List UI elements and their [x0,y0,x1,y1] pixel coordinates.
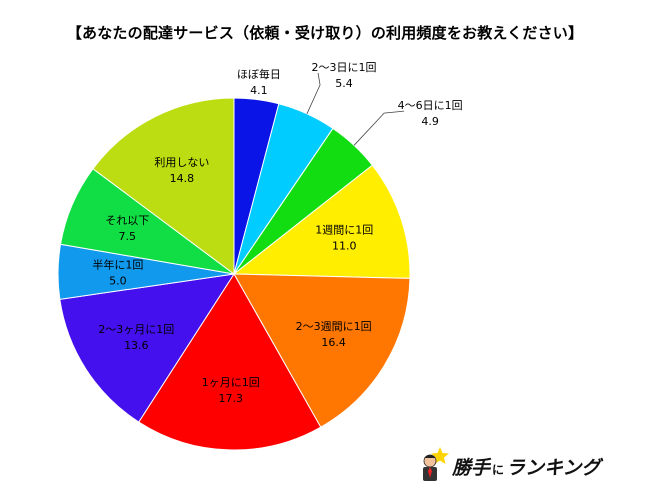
logo: 勝手 に ランキング [423,447,603,481]
slice-category-label: 1週間に1回 [315,223,373,236]
slice-category-label: 2～3ヶ月に1回 [98,323,174,336]
slice-value-label: 5.4 [335,77,353,90]
slice-value-label: 13.6 [124,339,149,352]
slice-category-label: それ以下 [105,214,149,227]
pie-slice [92,97,235,275]
slice-category-label: 半年に1回 [92,258,143,272]
slice-value-label: 4.1 [250,84,268,97]
slice-value-label: 17.3 [218,392,243,405]
pie-slice [59,273,236,423]
svg-text:勝手: 勝手 [451,457,492,479]
pie-slices [57,97,411,451]
slice-value-label: 14.8 [170,172,195,185]
slice-category-label: 2～3週間に1回 [296,320,372,333]
pie-slice [233,273,411,428]
slice-value-label: 4.9 [421,115,439,128]
leader-lines [306,72,405,146]
logo-mascot-icon [423,447,449,481]
slice-value-label: 5.0 [109,275,127,288]
slice-value-label: 7.5 [118,230,136,243]
pie-slice [232,164,411,279]
pie-slice [138,273,322,451]
slice-value-label: 11.0 [332,239,357,252]
chart-title: 【あなたの配達サービス（依頼・受け取り）の利用頻度をお教えください】 [66,24,584,42]
svg-text:に: に [492,463,504,477]
slice-category-label: 2～3日に1回 [312,61,377,74]
slice-category-label: 1ヶ月に1回 [202,376,260,389]
slice-value-label: 16.4 [321,336,346,349]
slice-category-label: 4～6日に1回 [398,99,463,112]
leader-line [353,110,405,146]
leader-line [306,72,321,114]
slice-category-label: ほぼ毎日 [237,68,281,81]
svg-text:ランキング: ランキング [506,457,603,479]
slice-category-label: 利用しない [154,156,209,169]
slice-labels: ほぼ毎日 4.1 2～3日に1回 5.4 4～6日に1回 4.9 1週間に1回 11.0 2～3… [92,61,462,405]
